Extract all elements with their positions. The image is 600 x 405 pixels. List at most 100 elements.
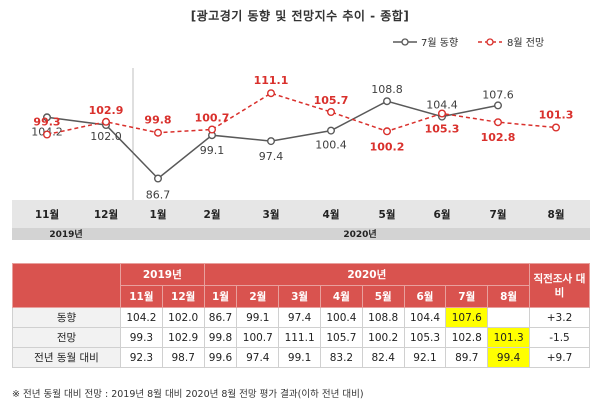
month-header: 12월 [161,285,205,308]
data-label-actual: 102.0 [90,130,122,143]
month-header: 1월 [203,285,238,308]
table-cell: 83.2 [320,347,363,368]
month-header: 11월 [120,285,163,308]
data-label-forecast: 100.7 [195,112,230,125]
x-tick-label: 12월 [94,208,118,221]
data-point-forecast [327,107,336,116]
table-cell: 102.8 [445,327,489,348]
table-cell: 111.1 [278,327,321,348]
x-tick-label: 3월 [263,208,280,221]
data-label-actual: 97.4 [259,150,284,163]
table-cell: 100.2 [361,327,405,348]
x-tick-label: 7월 [490,208,507,221]
data-point-actual [494,101,503,110]
table-cell: 82.4 [361,347,405,368]
x-tick-label: 6월 [434,208,451,221]
table-cell: 104.2 [120,307,163,328]
table-cell: 102.0 [161,307,205,328]
month-header: 7월 [445,285,489,308]
table-cell: 99.6 [203,347,238,368]
table-cell: 108.8 [361,307,405,328]
data-label-forecast: 99.8 [144,114,171,127]
data-point-forecast [43,130,52,139]
data-label-forecast: 101.3 [539,109,574,122]
table-cell: 104.4 [403,307,447,328]
table-row: 전년 동월 대비 92.3 98.7 99.6 97.4 99.1 83.2 82.4 92.1… [12,347,590,368]
data-point-forecast [153,128,162,137]
x-tick-label: 1월 [150,208,167,221]
data-label-actual: 107.6 [482,88,514,101]
table-row: 동향 104.2 102.0 86.7 99.1 97.4 100.4 108.8 104.4 1… [12,307,590,328]
chart-title: [광고경기 동향 및 전망지수 추이 - 종합] [190,9,410,23]
month-header: 6월 [403,285,447,308]
year-band [12,228,590,240]
table-cell: 102.9 [161,327,205,348]
table-cell: 99.1 [236,307,280,328]
data-label-actual: 104.4 [426,99,458,112]
month-header: 5월 [361,285,405,308]
month-header: 8월 [487,285,530,308]
table-cell: 107.6 [445,307,489,328]
table-corner [12,263,121,308]
legend-marker-actual [401,38,409,46]
x-tick-label: 11월 [35,208,59,221]
data-point-forecast [267,89,276,98]
data-label-forecast: 99.3 [33,116,60,129]
year-header-2020: 2020년 [203,263,531,286]
data-label-forecast: 102.8 [481,131,516,144]
x-tick-label: 2월 [204,208,221,221]
table-cell: 105.7 [320,327,363,348]
diff-cell: -1.5 [529,327,590,348]
data-label-actual: 99.1 [200,144,225,157]
data-label-forecast: 111.1 [254,74,289,87]
table-cell: 98.7 [161,347,205,368]
row-label: 동향 [12,307,121,328]
table-cell: 99.3 [120,327,163,348]
data-label-forecast: 102.9 [89,104,124,117]
row-label: 전망 [12,327,121,348]
prev-survey-header: 직전조사 대비 [529,263,590,308]
data-point-forecast [552,123,561,132]
table-cell: 99.8 [203,327,238,348]
year-group-label: 2019년 [49,228,82,240]
line-chart: 11월12월1월2월3월4월5월6월7월8월2019년2020년104.2102… [12,37,590,240]
table-header-row-years: 2019년 2020년 직전조사 대비 [12,263,590,308]
year-header-2019: 2019년 [120,263,205,286]
table-cell: 89.7 [445,347,489,368]
table-cell: 99.1 [278,347,321,368]
row-label: 전년 동월 대비 [12,347,121,368]
x-tick-label: 4월 [323,208,340,221]
table-cell: 92.3 [120,347,163,368]
table-cell: 100.4 [320,307,363,328]
footnote: ※ 전년 동월 대비 전망 : 2019년 8월 대비 2020년 8월 전망 … [12,389,364,400]
data-point-forecast [207,125,216,134]
table-cell [487,307,530,328]
data-label-forecast: 105.3 [425,123,460,136]
data-point-actual [327,126,336,135]
table-cell: 97.4 [278,307,321,328]
data-point-actual [153,174,162,183]
table-cell: 99.4 [487,347,530,368]
data-point-actual [383,97,392,106]
month-header: 2월 [236,285,280,308]
data-point-forecast [383,127,392,136]
x-tick-label: 8월 [548,208,565,221]
table-cell: 101.3 [487,327,530,348]
table-cell: 86.7 [203,307,238,328]
legend-marker-forecast [486,38,494,46]
legend-label-actual: 7월 동향 [421,37,458,49]
data-point-actual [43,113,52,122]
diff-cell: +9.7 [529,347,590,368]
data-point-forecast [438,109,447,118]
series-line-forecast [46,92,557,136]
data-label-actual: 86.7 [146,189,171,202]
table-cell: 92.1 [403,347,447,368]
data-point-forecast [494,118,503,127]
data-label-forecast: 100.2 [370,140,405,153]
data-label-forecast: 105.7 [314,94,349,107]
data-table: 2019년 2020년 직전조사 대비 11월 12월 1월 2월 3월 4월 5월 6월 7월… [12,263,590,368]
data-point-forecast [101,117,110,126]
data-point-actual [267,137,276,146]
x-tick-label: 5월 [379,208,396,221]
month-header: 3월 [278,285,321,308]
